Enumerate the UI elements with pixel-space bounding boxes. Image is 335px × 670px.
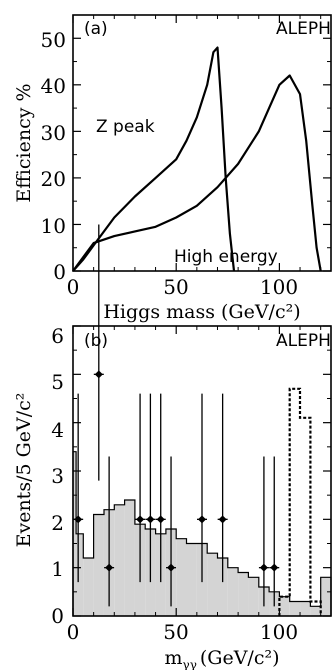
- panel-b-x-axis-symbol: m: [164, 647, 182, 669]
- panel-b-x-axis-title: mγγ (GeV/c²): [164, 647, 279, 670]
- data-point: [167, 563, 176, 572]
- data-point: [198, 515, 206, 524]
- background-bin: [320, 577, 331, 616]
- background-bin: [186, 543, 197, 616]
- data-point: [105, 563, 114, 572]
- panel-b-x-tick: 100: [260, 620, 298, 644]
- panel-a-experiment-label: ALEPH: [276, 19, 331, 39]
- panel-a-x-tick: 0: [67, 275, 80, 299]
- background-bin: [217, 558, 228, 616]
- background-bin: [289, 601, 301, 616]
- background-bin: [300, 601, 311, 616]
- panel-a-y-tick: 40: [41, 74, 66, 98]
- background-bin: [310, 606, 321, 616]
- data-point: [94, 370, 103, 379]
- panel-b-data-points: [73, 224, 280, 607]
- panel-a-y-axis-title: Efficiency %: [13, 83, 35, 202]
- panel-b-y-tick: 0: [51, 604, 64, 628]
- panel-a-x-tick: 50: [163, 275, 188, 299]
- background-bin: [176, 538, 187, 616]
- background-bin: [238, 572, 249, 616]
- background-bin-spike: [73, 451, 77, 616]
- panel-b-y-tick: 6: [51, 324, 64, 348]
- panel-a-frame: [72, 14, 332, 272]
- z-peak-curve: [72, 46, 236, 272]
- panel-b-y-tick: 1: [51, 557, 64, 581]
- panel-b-y-tick: 2: [51, 511, 64, 535]
- panel-b-x-axis-unit: (GeV/c²): [200, 647, 280, 669]
- panel-b-y-tick: 3: [51, 464, 64, 488]
- background-bin: [227, 567, 239, 616]
- panel-a-y-tick: 30: [41, 121, 66, 145]
- panel-a-curves: [72, 46, 322, 272]
- panel-a-label: (a): [84, 19, 108, 39]
- background-bin: [207, 553, 218, 616]
- series-label-high-energy: High energy: [174, 247, 278, 267]
- panel-b-y-tick: 5: [51, 370, 64, 394]
- panel-b-x-tick: 50: [163, 620, 188, 644]
- data-point: [146, 515, 155, 524]
- panel-a-ticks: [72, 15, 331, 272]
- series-label-z-peak: Z peak: [96, 117, 155, 137]
- panel-a-x-axis-title: Higgs mass (GeV/c²): [103, 301, 300, 323]
- panel-b-x-axis-subscript: γγ: [183, 658, 197, 670]
- panel-a-y-tick: 0: [53, 260, 66, 284]
- panel-b-label: (b): [84, 331, 108, 351]
- background-outline: [72, 451, 332, 616]
- data-point: [136, 515, 145, 524]
- high-energy-curve: [72, 74, 322, 272]
- panel-b-x-tick: 0: [67, 620, 80, 644]
- background-bin: [279, 596, 290, 616]
- data-point: [259, 563, 268, 572]
- panel-b-ticks: [72, 325, 331, 617]
- background-bin: [124, 500, 135, 616]
- data-point: [218, 515, 227, 524]
- panel-a-y-tick: 20: [41, 167, 66, 191]
- panel-a: 0 10 20 30 40 50 0 50 100 Higgs mass (Ge…: [13, 14, 332, 323]
- panel-b-y-tick: 4: [51, 418, 64, 442]
- panel-a-y-tick: 50: [41, 28, 66, 52]
- panel-b-signal-histogram: [278, 387, 322, 616]
- data-point: [270, 563, 279, 572]
- background-bin: [114, 504, 125, 616]
- background-bin: [83, 558, 94, 616]
- background-bin: [93, 514, 104, 616]
- data-point: [156, 515, 165, 524]
- panel-b-y-axis-title: Events/5 GeV/c²: [13, 393, 35, 548]
- background-bin: [248, 577, 259, 616]
- signal-outline: [278, 387, 322, 616]
- panel-a-x-tick: 100: [260, 275, 298, 299]
- panel-b: 0 1 2 3 4 5 6 0 50 100 mγγ (GeV/c²) Event…: [13, 224, 332, 670]
- panel-a-y-tick: 10: [41, 214, 66, 238]
- panel-b-experiment-label: ALEPH: [276, 331, 331, 351]
